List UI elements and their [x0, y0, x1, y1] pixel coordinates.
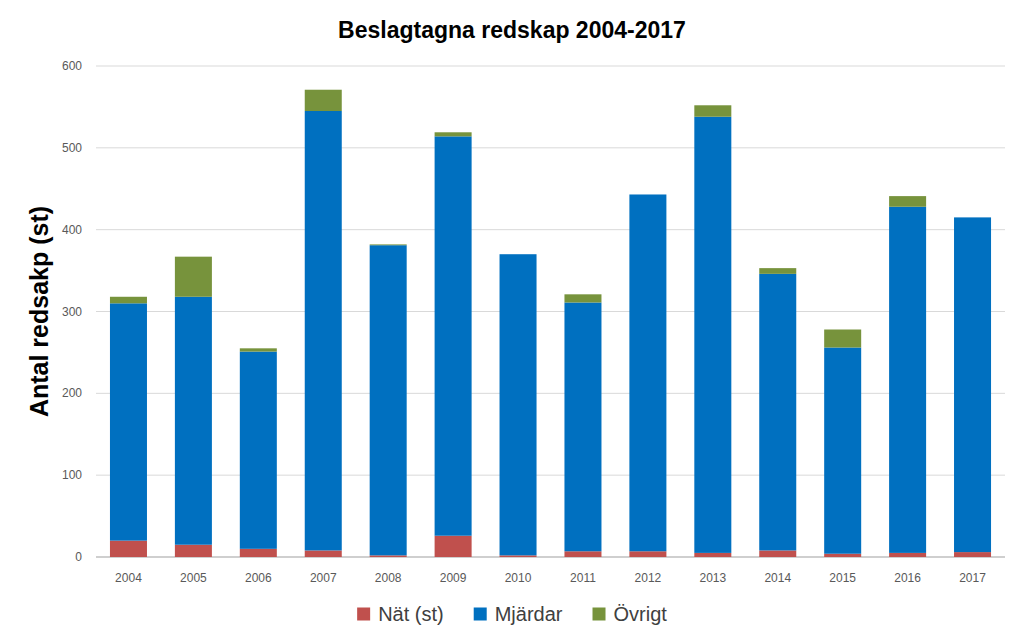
legend-label: Nät (st): [378, 603, 444, 625]
bar-segment: [435, 132, 472, 136]
bar-segment: [500, 254, 537, 555]
chart: Beslagtagna redskap 2004-2017 Antal redsa…: [0, 0, 1024, 644]
x-tick-label: 2007: [310, 571, 337, 585]
bar-segment: [629, 194, 666, 551]
bar-segment: [110, 297, 147, 304]
bar-segment: [564, 551, 601, 557]
bar-segment: [500, 254, 537, 255]
y-tick-label: 100: [62, 468, 82, 482]
x-tick-label: 2016: [894, 571, 921, 585]
title: Beslagtagna redskap 2004-2017: [338, 17, 686, 43]
y-tick-label: 0: [75, 550, 82, 564]
legend-swatch: [357, 608, 370, 621]
grid-line: [96, 393, 1005, 394]
x-tick-label: 2012: [635, 571, 662, 585]
y-tick-label: 400: [62, 223, 82, 237]
bar-segment: [889, 553, 926, 557]
bar-segment: [240, 348, 277, 351]
y-axis-label: Antal redsakp (st): [25, 206, 53, 417]
x-tick-label: 2014: [764, 571, 791, 585]
x-tick-label: 2013: [699, 571, 726, 585]
y-tick-label: 200: [62, 386, 82, 400]
legend-swatch: [593, 608, 606, 621]
bar-segment: [240, 549, 277, 557]
bar-segment: [564, 294, 601, 302]
bars: [110, 90, 991, 557]
grid-line: [96, 311, 1005, 312]
x-tick-label: 2010: [505, 571, 532, 585]
x-axis-line: [96, 557, 1005, 558]
bar-segment: [110, 541, 147, 557]
x-tick-label: 2009: [440, 571, 467, 585]
bar-segment: [824, 330, 861, 348]
bar-segment: [954, 217, 991, 218]
bar-segment: [759, 274, 796, 551]
y-tick-label: 600: [62, 59, 82, 73]
grid-line: [96, 147, 1005, 148]
bar-segment: [240, 352, 277, 549]
bar-segment: [629, 551, 666, 557]
bar-segment: [175, 545, 212, 557]
bar-segment: [564, 302, 601, 551]
bar-segment: [694, 105, 731, 116]
bar-segment: [629, 194, 666, 195]
x-tick-label: 2005: [180, 571, 207, 585]
bar-segment: [500, 555, 537, 557]
x-tick-label: 2011: [570, 571, 596, 585]
grid-line: [96, 557, 1005, 558]
x-tick-label: 2008: [375, 571, 402, 585]
bar-segment: [370, 245, 407, 555]
x-tick-label: 2004: [115, 571, 142, 585]
legend-label: Övrigt: [614, 603, 668, 625]
bar-segment: [305, 550, 342, 557]
bar-segment: [694, 117, 731, 553]
bar-segment: [175, 257, 212, 297]
bar-segment: [694, 553, 731, 557]
bar-segment: [435, 536, 472, 557]
x-tick-label: 2006: [245, 571, 272, 585]
bar-segment: [305, 90, 342, 111]
bar-segment: [954, 552, 991, 557]
bar-segment: [175, 297, 212, 545]
bar-segment: [889, 196, 926, 207]
y-tick-label: 300: [62, 305, 82, 319]
bar-segment: [370, 555, 407, 557]
y-tick-label: 500: [62, 141, 82, 155]
bar-segment: [759, 268, 796, 274]
legend-swatch: [474, 608, 487, 621]
bar-segment: [435, 136, 472, 535]
bar-segment: [824, 348, 861, 554]
grid-line: [96, 229, 1005, 230]
x-tick-label: 2015: [829, 571, 856, 585]
bar-segment: [305, 111, 342, 550]
legend: Nät (st) Mjärdar Övrigt: [357, 603, 667, 625]
bar-segment: [759, 550, 796, 557]
bar-segment: [824, 554, 861, 557]
bar-segment: [954, 217, 991, 552]
legend-label: Mjärdar: [495, 603, 563, 625]
bar-segment: [889, 207, 926, 553]
bar-segment: [370, 244, 407, 246]
grid-line: [96, 66, 1005, 67]
x-tick-label: 2017: [959, 571, 986, 585]
grid-line: [96, 475, 1005, 476]
bar-segment: [110, 303, 147, 540]
